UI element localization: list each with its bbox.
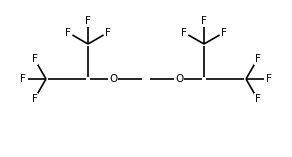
Text: F: F [32, 94, 37, 104]
Text: F: F [255, 54, 260, 64]
Text: F: F [32, 54, 37, 64]
Text: O: O [109, 74, 117, 84]
Text: F: F [65, 27, 71, 38]
Text: F: F [20, 74, 26, 84]
Text: F: F [221, 27, 227, 38]
Text: F: F [105, 27, 111, 38]
Text: O: O [175, 74, 183, 84]
Text: F: F [201, 16, 207, 26]
Text: F: F [181, 27, 187, 38]
Text: F: F [255, 94, 260, 104]
Text: F: F [266, 74, 272, 84]
Text: F: F [85, 16, 91, 26]
